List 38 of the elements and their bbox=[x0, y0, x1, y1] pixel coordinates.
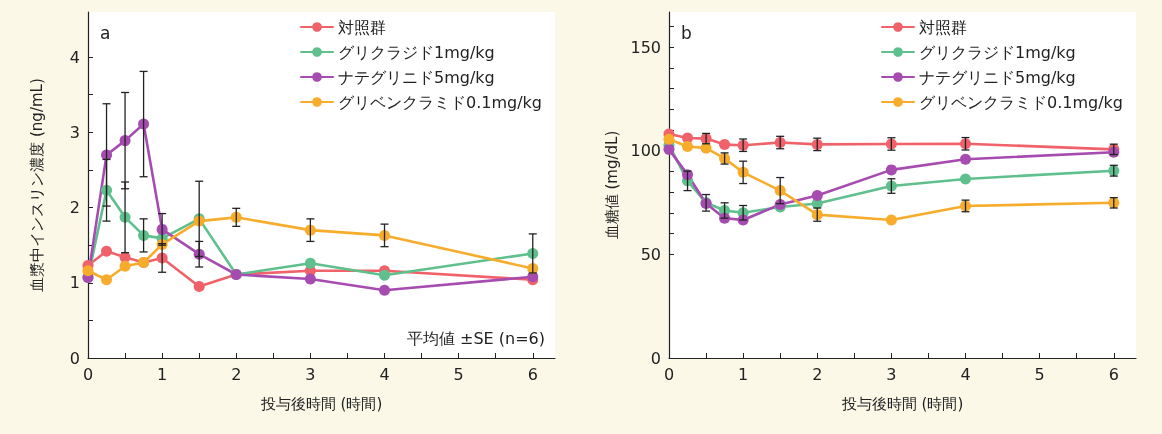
y-tick-label: 0 bbox=[650, 348, 661, 368]
legend-label: グリクラジド1mg/kg bbox=[338, 42, 495, 62]
x-tick-label: 5 bbox=[1034, 364, 1045, 384]
y-tick-label: 150 bbox=[630, 37, 661, 57]
annotation: b bbox=[681, 22, 692, 43]
x-tick-label: 1 bbox=[157, 364, 168, 384]
x-axis-title: 投与後時間 (時間) bbox=[840, 394, 964, 413]
x-axis-title: 投与後時間 (時間) bbox=[259, 394, 383, 413]
x-tick-label: 6 bbox=[1108, 364, 1119, 384]
legend-label: ナテグリニド5mg/kg bbox=[919, 67, 1076, 87]
y-tick-label: 3 bbox=[69, 122, 80, 142]
x-tick-label: 4 bbox=[379, 364, 390, 384]
x-tick-label: 6 bbox=[527, 364, 538, 384]
annotation: a bbox=[100, 22, 111, 43]
y-tick-label: 0 bbox=[69, 348, 80, 368]
y-tick-label: 100 bbox=[630, 141, 661, 161]
legend-label: 対照群 bbox=[338, 17, 386, 37]
legend-label: グリベンクラミド0.1mg/kg bbox=[338, 92, 542, 112]
x-tick-label: 2 bbox=[812, 364, 823, 384]
legend-label: グリクラジド1mg/kg bbox=[919, 42, 1076, 62]
legend-label: グリベンクラミド0.1mg/kg bbox=[919, 92, 1123, 112]
x-tick-label: 1 bbox=[738, 364, 749, 384]
x-tick-label: 0 bbox=[663, 364, 675, 384]
x-tick-label: 3 bbox=[305, 364, 316, 384]
y-tick-label: 4 bbox=[69, 47, 80, 67]
x-tick-label: 2 bbox=[231, 364, 242, 384]
legend-label: ナテグリニド5mg/kg bbox=[338, 67, 495, 87]
y-axis-title: 血糖値 (mg/dL) bbox=[603, 130, 622, 240]
x-tick-label: 0 bbox=[82, 364, 94, 384]
x-tick-label: 5 bbox=[453, 364, 464, 384]
annotation: 平均値 ±SE (n=6) bbox=[406, 328, 546, 348]
y-tick-label: 1 bbox=[69, 273, 80, 293]
y-tick-label: 50 bbox=[640, 244, 661, 264]
y-axis-title: 血漿中インスリン濃度 (ng/mL) bbox=[27, 78, 46, 292]
y-tick-label: 2 bbox=[69, 198, 80, 218]
x-tick-label: 3 bbox=[886, 364, 897, 384]
x-tick-label: 4 bbox=[960, 364, 971, 384]
legend-label: 対照群 bbox=[919, 17, 967, 37]
